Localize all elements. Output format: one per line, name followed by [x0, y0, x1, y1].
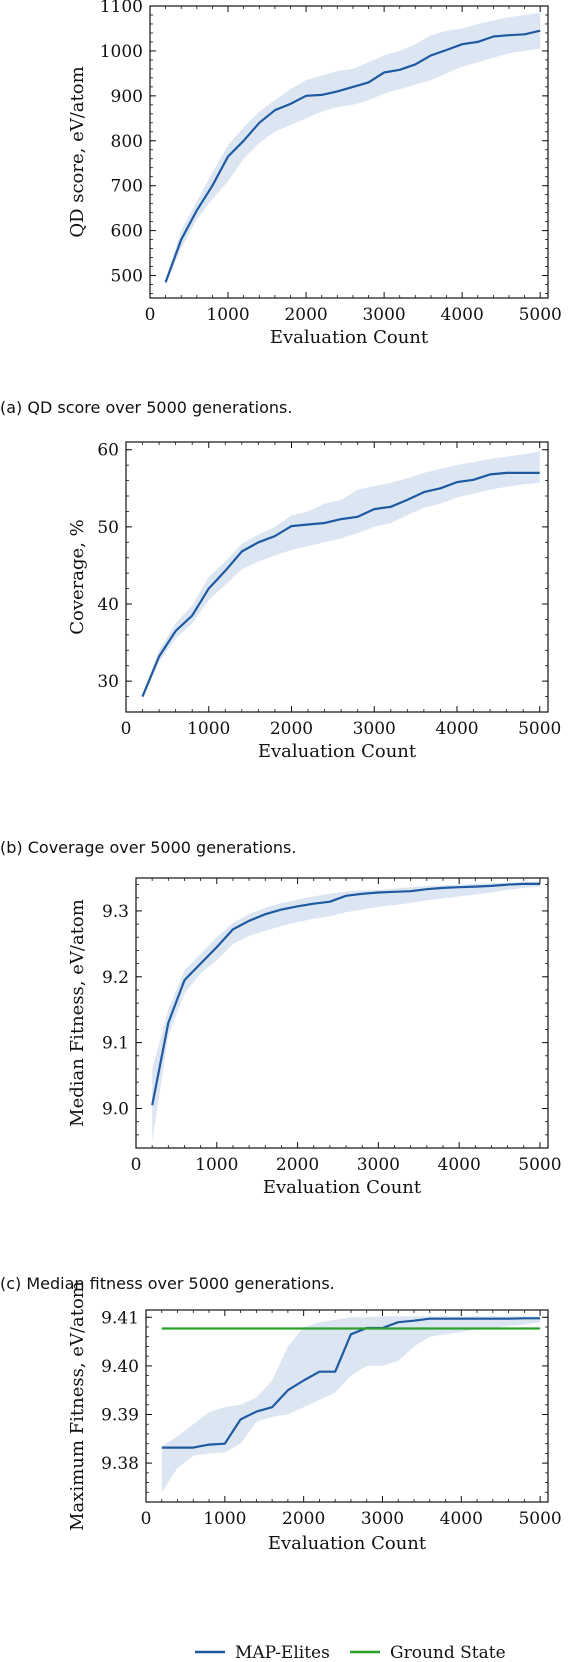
x-tick-label: 3000 [357, 1155, 400, 1175]
y-tick-label: 9.3 [102, 902, 129, 922]
y-tick-label: 9.39 [101, 1406, 139, 1426]
series-0-band [142, 451, 540, 699]
y-tick-label: 1100 [100, 0, 143, 17]
series-0-band [152, 881, 540, 1142]
plot-frame [135, 877, 549, 1149]
y-axis-title: Coverage, % [67, 519, 88, 635]
x-tick-label: 2000 [282, 1509, 325, 1529]
y-tick-label: 500 [111, 267, 143, 287]
caption-a: (a) QD score over 5000 generations. [0, 398, 293, 417]
x-tick-label: 5000 [518, 1155, 561, 1175]
y-tick-label: 50 [97, 518, 119, 538]
y-tick-label: 800 [111, 132, 143, 152]
y-tick-label: 900 [111, 87, 143, 107]
y-tick-label: 700 [111, 177, 143, 197]
y-tick-label: 1000 [100, 42, 143, 62]
x-axis-title: Evaluation Count [268, 1533, 427, 1554]
x-tick-label: 4000 [440, 1509, 483, 1529]
x-tick-label: 1000 [187, 719, 230, 739]
series-0-line [164, 29, 541, 283]
map-elites-line [161, 1317, 541, 1449]
series-0-band [165, 12, 541, 285]
legend-label: MAP-Elites [235, 1643, 330, 1662]
y-tick-label: 9.41 [101, 1308, 139, 1328]
y-tick-label: 9.0 [102, 1099, 129, 1119]
map-elites-band [161, 1316, 541, 1493]
x-tick-label: 2000 [284, 305, 327, 325]
plot-frame [125, 441, 549, 713]
plot-frame [149, 5, 549, 299]
coverage-chart: 0 1000 2000 3000 4000 5000 30 40 50 60 Evaluation … [67, 441, 561, 762]
x-tick-label: 5000 [519, 305, 562, 325]
caption-b: (b) Coverage over 5000 generations. [0, 838, 297, 857]
median-fitness-chart: 0 1000 2000 3000 4000 5000 9.0 9.1 9.2 9.3 Evaluat… [67, 877, 562, 1198]
x-tick-label: 3000 [353, 719, 396, 739]
x-tick-label: 0 [121, 719, 132, 739]
caption-c: (c) Median fitness over 5000 generations… [0, 1274, 335, 1293]
y-tick-label: 40 [97, 595, 119, 615]
plot-frame [145, 1309, 549, 1503]
x-axis-title: Evaluation Count [258, 741, 417, 762]
x-tick-label: 0 [131, 1155, 142, 1175]
x-tick-label: 2000 [270, 719, 313, 739]
x-tick-label: 0 [145, 305, 156, 325]
maximum-fitness-chart: 0 1000 2000 3000 4000 5000 9.38 9.39 9.40 9.41 Eva… [67, 1281, 562, 1662]
y-tick-label: 600 [111, 222, 143, 242]
y-tick-label: 30 [97, 672, 119, 692]
y-tick-label: 60 [97, 441, 119, 461]
x-tick-label: 1000 [195, 1155, 238, 1175]
series-0-line [151, 882, 540, 1106]
x-tick-label: 0 [141, 1509, 152, 1529]
x-tick-label: 4000 [435, 719, 478, 739]
x-tick-label: 5000 [518, 1509, 561, 1529]
x-tick-label: 2000 [276, 1155, 319, 1175]
y-tick-label: 9.1 [102, 1034, 129, 1054]
x-tick-label: 1000 [203, 1509, 246, 1529]
y-axis-title: Maximum Fitness, eV/atom [67, 1281, 88, 1531]
series-0-line [141, 471, 540, 698]
x-axis-title: Evaluation Count [270, 327, 429, 348]
y-tick-label: 9.38 [101, 1454, 139, 1474]
x-tick-label: 1000 [206, 305, 249, 325]
x-tick-label: 3000 [361, 1509, 404, 1529]
x-tick-label: 3000 [362, 305, 405, 325]
x-tick-label: 4000 [441, 305, 484, 325]
legend-label: Ground State [390, 1643, 506, 1662]
y-tick-label: 9.40 [101, 1357, 139, 1377]
y-tick-label: 9.2 [102, 968, 129, 988]
y-axis-title: QD score, eV/atom [67, 66, 88, 237]
qd-score-chart: 0 1000 2000 3000 4000 5000 500 600 700 800 900 1000… [67, 0, 562, 348]
y-axis-title: Median Fitness, eV/atom [67, 899, 88, 1127]
x-axis-title: Evaluation Count [263, 1177, 422, 1198]
x-tick-label: 5000 [518, 719, 561, 739]
x-tick-label: 4000 [438, 1155, 481, 1175]
